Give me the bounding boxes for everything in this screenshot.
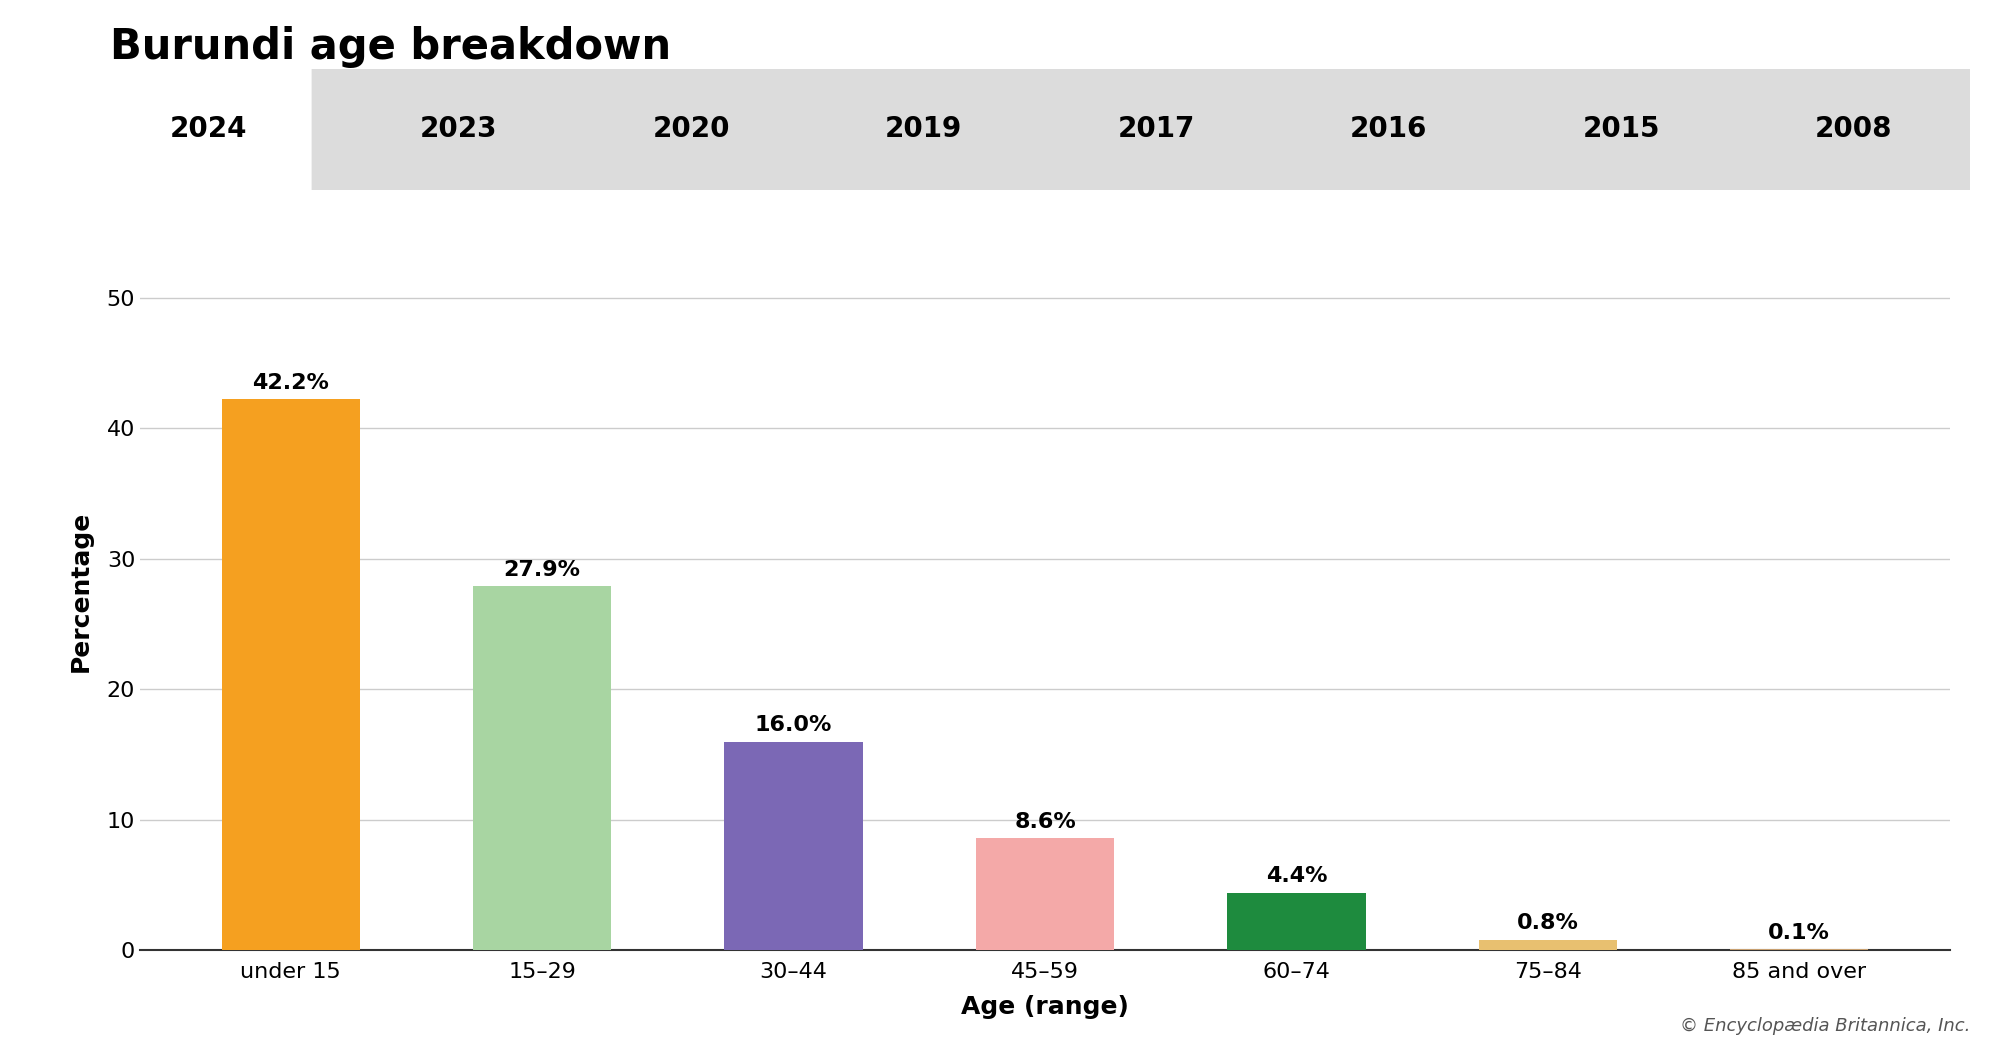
- Bar: [724, 741, 862, 950]
- Bar: [1730, 949, 1868, 950]
- Bar: [1228, 893, 1366, 950]
- Text: 16.0%: 16.0%: [754, 715, 832, 735]
- Text: 2023: 2023: [420, 115, 498, 144]
- Text: 42.2%: 42.2%: [252, 373, 330, 393]
- Text: 27.9%: 27.9%: [504, 560, 580, 580]
- Text: 2024: 2024: [170, 115, 248, 144]
- Bar: [474, 586, 612, 950]
- Bar: [222, 399, 360, 950]
- Text: 4.4%: 4.4%: [1266, 866, 1328, 886]
- Text: 2016: 2016: [1350, 115, 1428, 144]
- Text: 0.8%: 0.8%: [1516, 913, 1578, 934]
- Text: 2008: 2008: [1816, 115, 1892, 144]
- Text: 0.1%: 0.1%: [1768, 923, 1830, 943]
- Text: 8.6%: 8.6%: [1014, 812, 1076, 831]
- Text: 2017: 2017: [1118, 115, 1194, 144]
- Text: 2015: 2015: [1582, 115, 1660, 144]
- Bar: [976, 838, 1114, 950]
- Text: Burundi age breakdown: Burundi age breakdown: [110, 26, 672, 69]
- Text: 2020: 2020: [652, 115, 730, 144]
- Bar: [1478, 940, 1616, 950]
- X-axis label: Age (range): Age (range): [962, 996, 1128, 1019]
- Y-axis label: Percentage: Percentage: [68, 511, 92, 672]
- Text: © Encyclopædia Britannica, Inc.: © Encyclopædia Britannica, Inc.: [1680, 1017, 1970, 1035]
- Text: 2019: 2019: [886, 115, 962, 144]
